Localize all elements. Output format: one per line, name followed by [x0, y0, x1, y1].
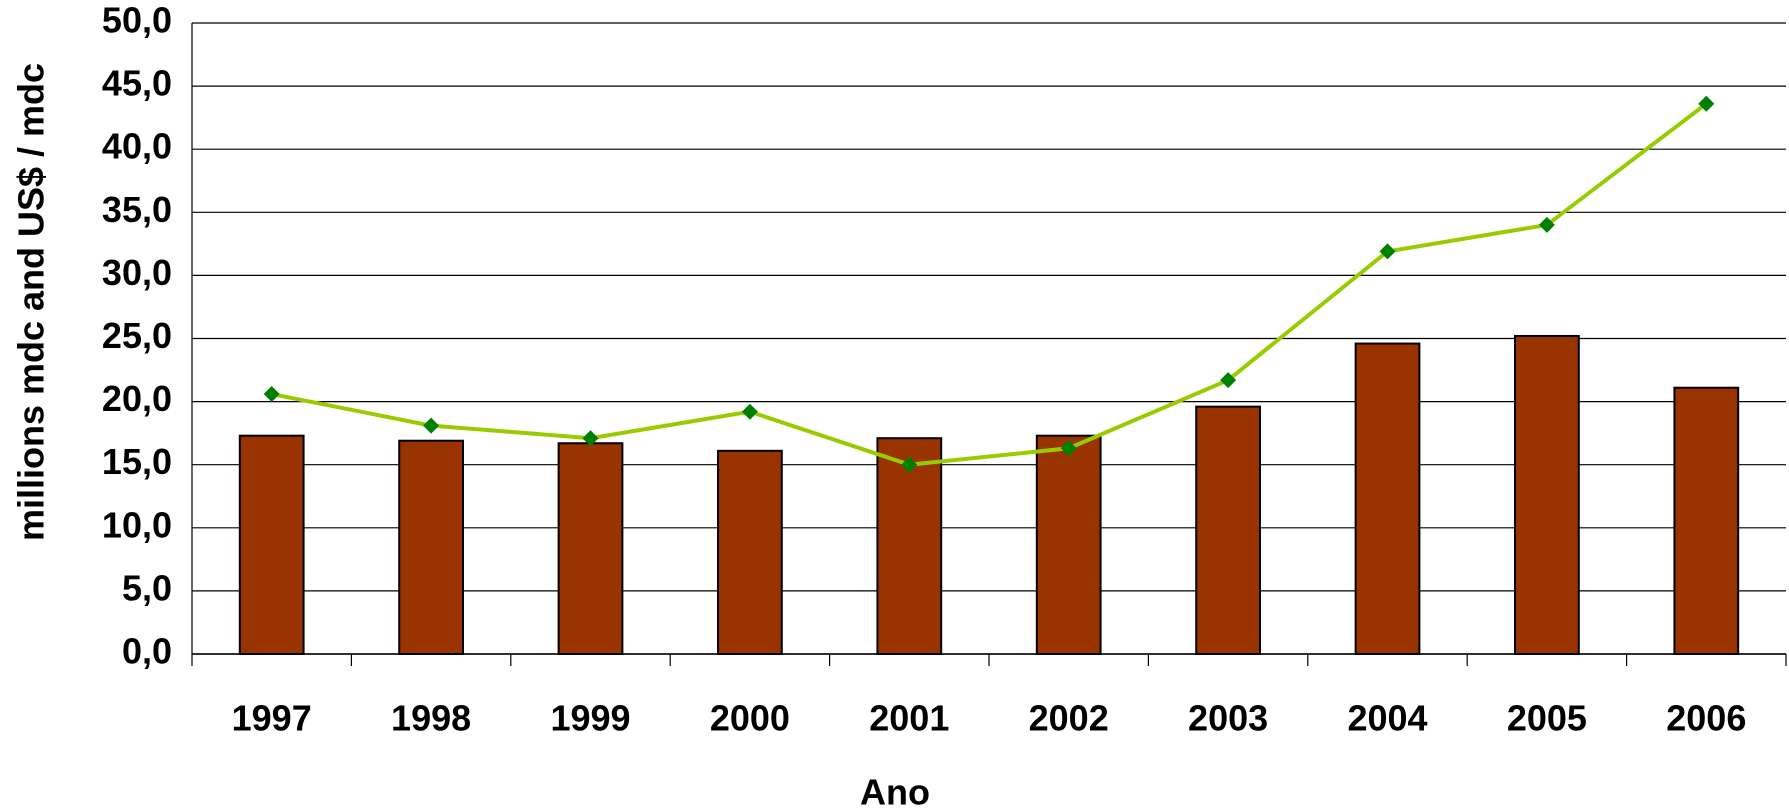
bar [398, 439, 464, 655]
y-tick-label: 35,0 [102, 189, 172, 230]
y-tick-label: 10,0 [102, 504, 172, 545]
marker [741, 403, 758, 420]
marker [1538, 216, 1555, 233]
y-tick-label: 25,0 [102, 315, 172, 356]
bar [1673, 386, 1740, 655]
x-tick-label: 2001 [869, 698, 949, 739]
marker [1220, 372, 1237, 389]
bar [876, 437, 943, 655]
marker [1379, 243, 1396, 260]
marker [582, 430, 599, 447]
bar [1195, 405, 1261, 656]
bar [717, 449, 783, 655]
marker [423, 417, 440, 434]
x-tick-label: 2000 [710, 698, 790, 739]
x-tick-label: 1997 [232, 698, 312, 739]
y-tick-label: 15,0 [102, 441, 172, 482]
bar [1035, 434, 1102, 656]
y-tick-label: 30,0 [102, 252, 172, 293]
x-tick-label: 2005 [1507, 698, 1587, 739]
x-tick-label: 2004 [1347, 698, 1427, 739]
x-tick-label: 1999 [550, 698, 630, 739]
line [271, 102, 1708, 467]
bar [1514, 334, 1580, 655]
y-tick-label: 5,0 [122, 567, 172, 608]
x-tick-label: 2002 [1029, 698, 1109, 739]
x-tick-label: 2006 [1666, 698, 1746, 739]
x-tick-label: 2003 [1188, 698, 1268, 739]
bar [1354, 342, 1421, 655]
x-axis-label: Ano [860, 772, 930, 812]
y-tick-label: 0,0 [122, 631, 172, 672]
y-tick-label: 50,0 [102, 0, 172, 41]
bar [557, 442, 624, 655]
marker [901, 456, 918, 473]
marker [1698, 95, 1715, 112]
marker [263, 386, 280, 403]
y-tick-label: 20,0 [102, 378, 172, 419]
y-axis-label: millions mdc and US$ / mdc [11, 63, 52, 541]
y-tick-label: 40,0 [102, 126, 172, 167]
x-tick-label: 1998 [391, 698, 471, 739]
y-tick-label: 45,0 [102, 63, 172, 104]
marker [1060, 440, 1077, 457]
bar [238, 434, 305, 656]
